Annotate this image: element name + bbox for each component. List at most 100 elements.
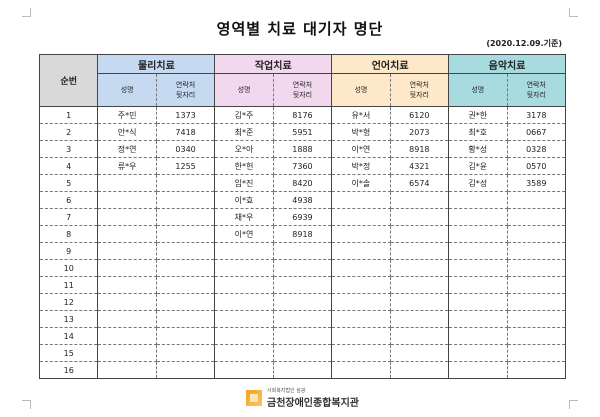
name-cell: 이*연 xyxy=(214,225,274,243)
contact-cell xyxy=(273,242,333,260)
table-row: 16 xyxy=(38,361,566,379)
seq-cell: 11 xyxy=(38,276,99,294)
contact-cell xyxy=(390,327,450,345)
contact-cell: 6939 xyxy=(273,208,333,226)
contact-cell xyxy=(390,344,450,362)
contact-cell: 2073 xyxy=(390,123,450,141)
contact-cell xyxy=(156,259,216,277)
contact-cell xyxy=(273,259,333,277)
name-cell: 박*정 xyxy=(331,157,391,175)
seq-header: 순번 xyxy=(38,54,99,107)
seq-cell: 3 xyxy=(38,140,99,158)
contact-cell: 4938 xyxy=(273,191,333,209)
name-cell: 최*호 xyxy=(448,123,508,141)
name-cell: 이*솔 xyxy=(331,174,391,192)
name-cell xyxy=(97,276,157,294)
table-row: 2 안*식 7418 최*준 5951 박*형 2073 최*호 0667 xyxy=(38,123,566,141)
name-cell xyxy=(331,191,391,209)
name-cell xyxy=(448,327,508,345)
seq-cell: 6 xyxy=(38,191,99,209)
contact-column-header: 연락처 뒷자리 xyxy=(273,73,333,107)
contact-cell: 3178 xyxy=(507,106,566,124)
seq-cell: 9 xyxy=(38,242,99,260)
contact-cell xyxy=(390,361,450,379)
seq-cell: 15 xyxy=(38,344,99,362)
contact-cell xyxy=(390,225,450,243)
contact-cell xyxy=(273,293,333,311)
name-cell xyxy=(331,293,391,311)
crop-mark xyxy=(22,8,31,17)
name-cell xyxy=(214,259,274,277)
name-cell: 유*서 xyxy=(331,106,391,124)
contact-cell xyxy=(156,242,216,260)
name-cell xyxy=(97,259,157,277)
contact-cell: 1888 xyxy=(273,140,333,158)
contact-cell xyxy=(390,310,450,328)
name-cell xyxy=(214,361,274,379)
name-cell xyxy=(448,293,508,311)
name-cell xyxy=(331,344,391,362)
name-cell: 권*한 xyxy=(448,106,508,124)
seq-cell: 1 xyxy=(38,106,99,124)
contact-cell: 8176 xyxy=(273,106,333,124)
name-cell: 김*윤 xyxy=(448,157,508,175)
contact-cell xyxy=(156,191,216,209)
contact-cell: 8420 xyxy=(273,174,333,192)
seq-cell: 13 xyxy=(38,310,99,328)
name-cell xyxy=(331,259,391,277)
contact-cell: 1373 xyxy=(156,106,216,124)
name-cell xyxy=(214,293,274,311)
contact-cell: 8918 xyxy=(390,140,450,158)
contact-cell xyxy=(507,191,566,209)
name-cell xyxy=(331,276,391,294)
contact-cell xyxy=(390,276,450,294)
seq-cell: 14 xyxy=(38,327,99,345)
name-column-header: 성명 xyxy=(331,73,391,107)
contact-cell xyxy=(507,225,566,243)
contact-cell: 0328 xyxy=(507,140,566,158)
contact-cell xyxy=(390,208,450,226)
name-cell xyxy=(331,242,391,260)
name-cell xyxy=(331,225,391,243)
name-cell xyxy=(97,208,157,226)
seq-cell: 8 xyxy=(38,225,99,243)
as-of-date: (2020.12.09.기준) xyxy=(486,39,562,48)
table-row: 8 이*연 8918 xyxy=(38,225,566,243)
contact-cell: 3589 xyxy=(507,174,566,192)
contact-cell xyxy=(390,191,450,209)
org-name: 금천장애인종합복지관 xyxy=(267,398,359,409)
crop-mark xyxy=(22,400,31,409)
contact-cell: 6574 xyxy=(390,174,450,192)
seq-cell: 2 xyxy=(38,123,99,141)
name-cell xyxy=(97,293,157,311)
seq-cell: 12 xyxy=(38,293,99,311)
name-cell: 임*진 xyxy=(214,174,274,192)
contact-cell xyxy=(507,344,566,362)
name-cell: 이*효 xyxy=(214,191,274,209)
seq-cell: 5 xyxy=(38,174,99,192)
name-cell: 안*식 xyxy=(97,123,157,141)
contact-cell xyxy=(390,259,450,277)
name-column-header: 성명 xyxy=(448,73,508,107)
contact-cell xyxy=(390,293,450,311)
seq-cell: 10 xyxy=(38,259,99,277)
name-cell: 오*아 xyxy=(214,140,274,158)
name-cell: 류*우 xyxy=(97,157,157,175)
contact-cell xyxy=(273,361,333,379)
contact-cell: 0570 xyxy=(507,157,566,175)
contact-cell: 1255 xyxy=(156,157,216,175)
contact-cell: 7418 xyxy=(156,123,216,141)
name-cell xyxy=(331,208,391,226)
table-row: 13 xyxy=(38,310,566,328)
contact-cell xyxy=(507,242,566,260)
name-cell: 김*성 xyxy=(448,174,508,192)
group-header-speech: 언어치료 xyxy=(331,54,450,74)
contact-cell: 7360 xyxy=(273,157,333,175)
contact-cell: 5951 xyxy=(273,123,333,141)
contact-cell xyxy=(156,310,216,328)
name-cell xyxy=(97,242,157,260)
contact-cell xyxy=(507,361,566,379)
name-cell xyxy=(331,310,391,328)
logo-icon xyxy=(246,390,262,406)
